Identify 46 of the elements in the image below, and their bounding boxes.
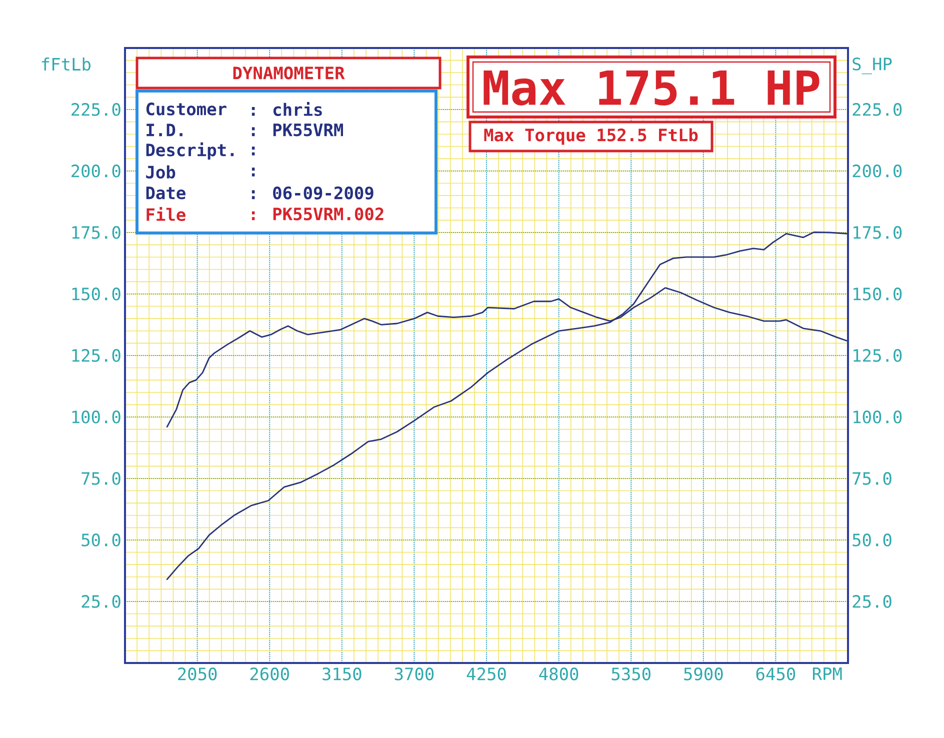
annotation: File (146, 206, 186, 222)
annotation: Descript. (146, 142, 234, 160)
y-tick-label: 100.0 (72, 410, 120, 424)
y2-tick-label: 100.0 (854, 410, 902, 424)
y2-axis-title: S_HP (852, 58, 892, 74)
y2-tick-label: 225.0 (852, 103, 902, 116)
annotation: : chris (252, 102, 322, 116)
y-tick-label: 125.0 (72, 349, 120, 362)
annotation: : 06-09-2009 (252, 186, 374, 200)
y2-tick-label: 150.0 (854, 288, 902, 300)
y-tick-label: 200.0 (72, 164, 120, 178)
y2-tick-label: 25.0 (852, 595, 892, 608)
y2-tick-label: 125.0 (854, 349, 902, 362)
y2-tick-label: 75.0 (852, 472, 892, 485)
annotation: DYNAMOMETER (233, 66, 345, 80)
annotation: : PK55VRM.002 (252, 208, 384, 220)
y-tick-label: 175.0 (72, 226, 120, 239)
y2-tick-label: 200.0 (852, 164, 902, 178)
annotation: Job (146, 165, 176, 179)
annotation: Customer (146, 102, 226, 116)
x-tick-label: 4800 (539, 668, 578, 680)
x-tick-label: 5350 (612, 668, 650, 680)
x-tick-label: 3150 (322, 668, 362, 680)
x-tick-label: 2600 (250, 668, 289, 680)
x-tick-label: 4250 (466, 668, 506, 680)
annotation: : (252, 146, 255, 156)
annotation: Max 175.1 HP (484, 70, 820, 106)
y2-tick-label: 175.0 (854, 226, 902, 239)
x-tick-label: 3700 (394, 668, 434, 680)
y-tick-label: 50.0 (82, 534, 120, 546)
annotation: Date (146, 186, 186, 200)
x-tick-label: 5900 (684, 668, 723, 680)
annotation: : (252, 168, 255, 176)
y-tick-label: 225.0 (72, 103, 120, 116)
y-tick-label: 25.0 (82, 595, 120, 608)
x-axis-title: RPM (812, 668, 842, 680)
line-series (166, 232, 848, 580)
x-tick-label: 6450 (756, 668, 796, 680)
y-axis-title: fFtLb (42, 58, 90, 71)
annotation: : PK55VRM (252, 124, 343, 136)
annotation: Max Torque 152.5 FtLb (484, 128, 698, 145)
annotation: I.D. (146, 124, 182, 136)
x-tick-label: 2050 (178, 668, 217, 680)
y2-tick-label: 50.0 (852, 534, 892, 546)
y-tick-label: 150.0 (72, 288, 120, 300)
y-tick-label: 75.0 (82, 472, 120, 485)
